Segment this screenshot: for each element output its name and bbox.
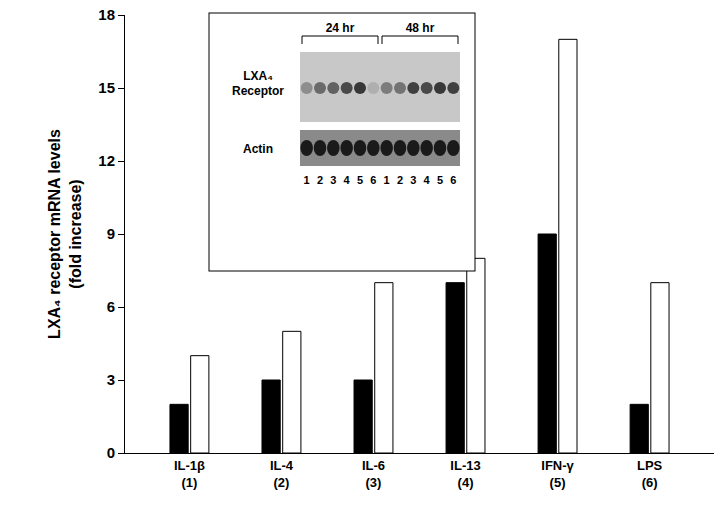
svg-text:Actin: Actin bbox=[243, 142, 273, 156]
svg-text:LXA₄: LXA₄ bbox=[243, 69, 273, 83]
svg-text:1: 1 bbox=[304, 174, 310, 186]
svg-text:3: 3 bbox=[410, 174, 416, 186]
svg-text:IL-6(3): IL-6(3) bbox=[362, 458, 385, 490]
svg-text:48 hr: 48 hr bbox=[406, 21, 435, 35]
svg-text:4: 4 bbox=[424, 174, 431, 186]
svg-text:5: 5 bbox=[437, 174, 443, 186]
svg-text:Receptor: Receptor bbox=[232, 84, 284, 98]
svg-text:6: 6 bbox=[107, 298, 115, 315]
svg-text:6: 6 bbox=[450, 174, 456, 186]
svg-text:1: 1 bbox=[384, 174, 390, 186]
svg-text:5: 5 bbox=[357, 174, 363, 186]
svg-text:15: 15 bbox=[98, 79, 115, 96]
svg-text:IL-4(2): IL-4(2) bbox=[270, 458, 294, 490]
svg-text:4: 4 bbox=[344, 174, 351, 186]
svg-text:2: 2 bbox=[317, 174, 323, 186]
svg-text:24 hr: 24 hr bbox=[326, 21, 355, 35]
svg-text:18: 18 bbox=[98, 6, 115, 23]
svg-text:9: 9 bbox=[107, 225, 115, 242]
svg-text:0: 0 bbox=[107, 444, 115, 461]
svg-text:3: 3 bbox=[330, 174, 336, 186]
svg-text:3: 3 bbox=[107, 371, 115, 388]
svg-text:IFN-γ(5): IFN-γ(5) bbox=[541, 458, 574, 490]
svg-text:12: 12 bbox=[98, 152, 115, 169]
svg-text:6: 6 bbox=[370, 174, 376, 186]
svg-text:2: 2 bbox=[397, 174, 403, 186]
svg-text:IL-1β(1): IL-1β(1) bbox=[174, 458, 205, 490]
svg-text:IL-13(4): IL-13(4) bbox=[450, 458, 480, 490]
svg-text:LPS(6): LPS(6) bbox=[637, 458, 663, 490]
svg-text:LXA₄ receptor mRNA levels(fold: LXA₄ receptor mRNA levels(fold increase) bbox=[46, 129, 84, 339]
